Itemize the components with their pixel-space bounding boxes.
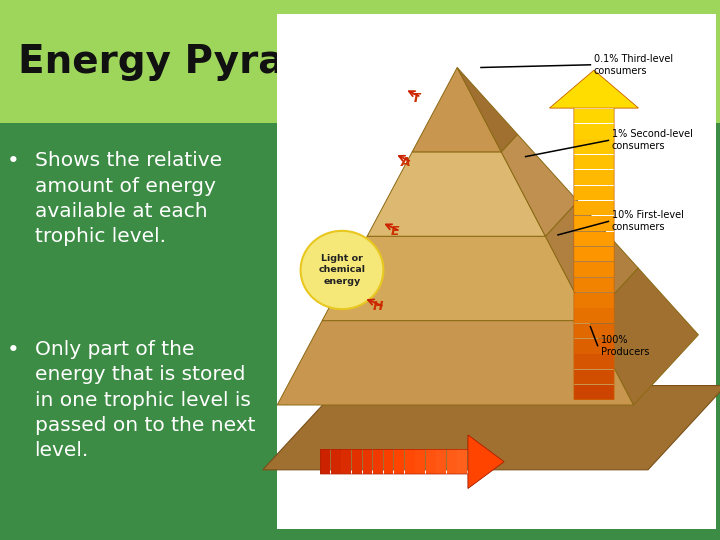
Text: Only part of the
energy that is stored
in one trophic level is
passed on to the : Only part of the energy that is stored i… [35,340,255,461]
Polygon shape [367,201,578,237]
Text: •: • [7,340,20,360]
Text: Energy Pyramid: Energy Pyramid [18,43,366,80]
Polygon shape [412,134,518,152]
Bar [574,201,614,215]
Polygon shape [323,237,590,321]
Bar [0,0,720,123]
Bar [574,109,614,123]
Bar [574,262,614,277]
Polygon shape [468,435,504,488]
Bar [574,293,614,307]
Bar [277,14,716,529]
Bar [331,449,341,474]
Bar [574,139,614,154]
Bar [574,247,614,261]
Bar [574,385,614,400]
Bar [574,370,614,384]
Bar [574,232,614,246]
Polygon shape [412,68,501,152]
Text: 100%
Producers: 100% Producers [601,335,649,356]
Bar [574,339,614,354]
Bar [574,216,614,231]
Polygon shape [367,152,546,237]
Polygon shape [323,268,638,321]
Bar [373,449,383,474]
Bar [436,449,446,474]
Bar [405,449,415,474]
Bar [574,323,614,338]
Text: Shows the relative
amount of energy
available at each
trophic level.: Shows the relative amount of energy avai… [35,151,222,246]
Bar [426,449,436,474]
Text: E: E [390,225,399,238]
Bar [384,449,394,474]
Bar [574,170,614,185]
Ellipse shape [301,231,383,309]
Text: 1% Second-level
consumers: 1% Second-level consumers [612,130,693,151]
Text: •: • [7,151,20,171]
Bar [574,308,614,323]
Polygon shape [590,268,698,405]
Bar [363,449,372,474]
Bar [574,186,614,200]
Bar [341,449,351,474]
Bar [320,449,330,474]
Bar [415,449,425,474]
Bar [574,354,614,369]
Polygon shape [263,386,720,470]
Polygon shape [457,68,518,152]
Polygon shape [549,70,639,108]
Text: H: H [373,300,383,313]
Bar [574,278,614,292]
Bar [468,449,478,474]
Bar [574,155,614,170]
Text: Light or
chemical
energy: Light or chemical energy [318,254,366,286]
Text: A: A [400,156,410,168]
Bar [447,449,456,474]
Bar [574,124,614,139]
Bar [395,449,404,474]
Text: 0.1% Third-level
consumers: 0.1% Third-level consumers [594,54,673,76]
Bar [574,93,614,108]
Text: T: T [411,92,420,105]
Polygon shape [501,134,578,237]
Polygon shape [277,321,634,405]
Bar [457,449,467,474]
Bar [352,449,362,474]
Polygon shape [546,201,638,321]
Text: 10% First-level
consumers: 10% First-level consumers [612,211,684,232]
